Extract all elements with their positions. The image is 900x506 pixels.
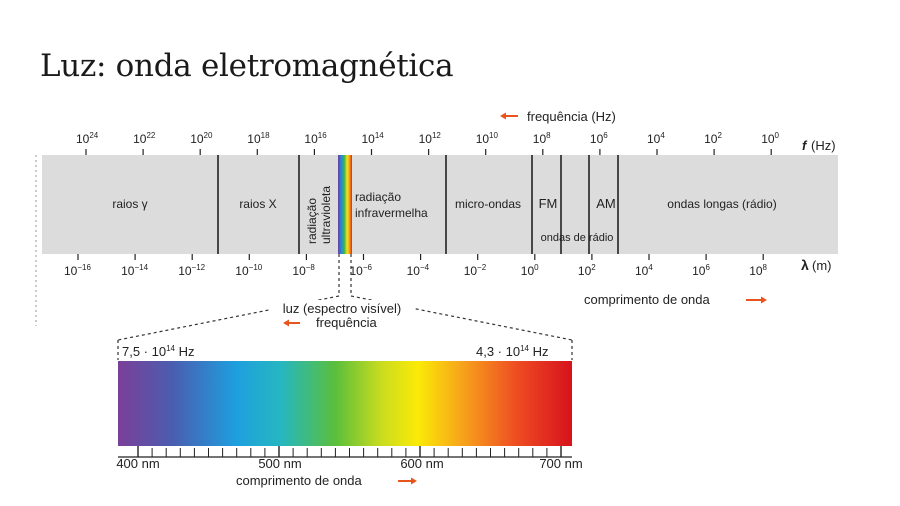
region-long-waves: ondas longas (rádio) [667, 197, 776, 211]
bottom-tick-label: 10−6 [350, 263, 373, 278]
spectrum-band [42, 155, 838, 254]
top-tick-label: 100 [761, 131, 779, 146]
red-frequency: 4,3 · 1014 Hz [476, 344, 549, 359]
frequency-unit: (Hz) [811, 138, 836, 153]
wavelength-unit: (m) [812, 258, 832, 273]
nm-label-600: 600 nm [400, 456, 443, 471]
top-tick-label: 108 [533, 131, 551, 146]
bottom-tick-label: 10−4 [407, 263, 430, 278]
region-xray: raios X [239, 197, 276, 211]
visible-spectrum-bar [118, 361, 572, 446]
region-am: AM [596, 196, 616, 211]
visible-frequency-label: frequência [316, 315, 377, 330]
bottom-tick-label: 100 [521, 263, 539, 278]
svg-text:ultravioleta: ultravioleta [319, 186, 333, 244]
top-tick-label: 1014 [362, 131, 385, 146]
top-tick-label: 1010 [476, 131, 499, 146]
wavelength-footer-label: comprimento de onda [584, 292, 711, 307]
bottom-tick-label: 108 [749, 263, 767, 278]
bottom-tick-label: 10−12 [178, 263, 205, 278]
top-tick-label: 1018 [247, 131, 270, 146]
top-tick-label: 1016 [304, 131, 327, 146]
top-tick-label: 102 [704, 131, 722, 146]
frequency-header: frequência (Hz) [500, 109, 616, 124]
top-tick-label: 1012 [419, 131, 442, 146]
frequency-unit-symbol: f [802, 138, 808, 153]
visible-wavelength-label: comprimento de onda [236, 473, 363, 488]
bottom-tick-label: 104 [635, 263, 653, 278]
nm-label-500: 500 nm [258, 456, 301, 471]
top-tick-label: 1022 [133, 131, 156, 146]
bottom-axis-ticks: 10−16 10−14 10−12 10−10 10−8 10−6 10−4 10−2 100 1… [64, 254, 768, 278]
region-ir-line2: infravermelha [355, 206, 428, 220]
svg-text:radiação: radiação [305, 198, 319, 244]
top-axis-ticks: 1024 1022 1020 1018 1016 1014 1012 1010 108 106 10… [76, 131, 780, 155]
violet-frequency: 7,5 · 1014 Hz [122, 344, 195, 359]
region-separators [217, 155, 619, 254]
nm-label-400: 400 nm [116, 456, 159, 471]
nm-scale-ticks [137, 446, 562, 457]
top-tick-label: 1024 [76, 131, 99, 146]
region-microwaves: micro-ondas [455, 197, 521, 211]
page-title: Luz: onda eletromagnética [40, 48, 454, 84]
top-tick-label: 106 [590, 131, 608, 146]
top-tick-label: 104 [647, 131, 665, 146]
visible-spectrum-label: luz (espectro visível) [283, 301, 401, 316]
bottom-tick-label: 102 [578, 263, 596, 278]
region-uv: radiação ultravioleta [305, 186, 333, 244]
bottom-tick-label: 10−2 [464, 263, 487, 278]
bottom-tick-label: 10−8 [292, 263, 315, 278]
bottom-tick-label: 106 [692, 263, 710, 278]
region-ir-line1: radiação [355, 190, 401, 204]
top-tick-label: 1020 [190, 131, 213, 146]
bottom-tick-label: 10−10 [235, 263, 262, 278]
nm-label-700: 700 nm [539, 456, 582, 471]
bottom-tick-label: 10−16 [64, 263, 91, 278]
region-fm: FM [539, 196, 558, 211]
bottom-tick-label: 10−14 [121, 263, 148, 278]
visible-light-strip [338, 155, 352, 254]
region-radio-waves: ondas de rádio [541, 232, 614, 244]
wavelength-unit-symbol: λ [801, 257, 809, 273]
region-gamma: raios γ [112, 197, 147, 211]
frequency-header-label: frequência (Hz) [527, 109, 616, 124]
